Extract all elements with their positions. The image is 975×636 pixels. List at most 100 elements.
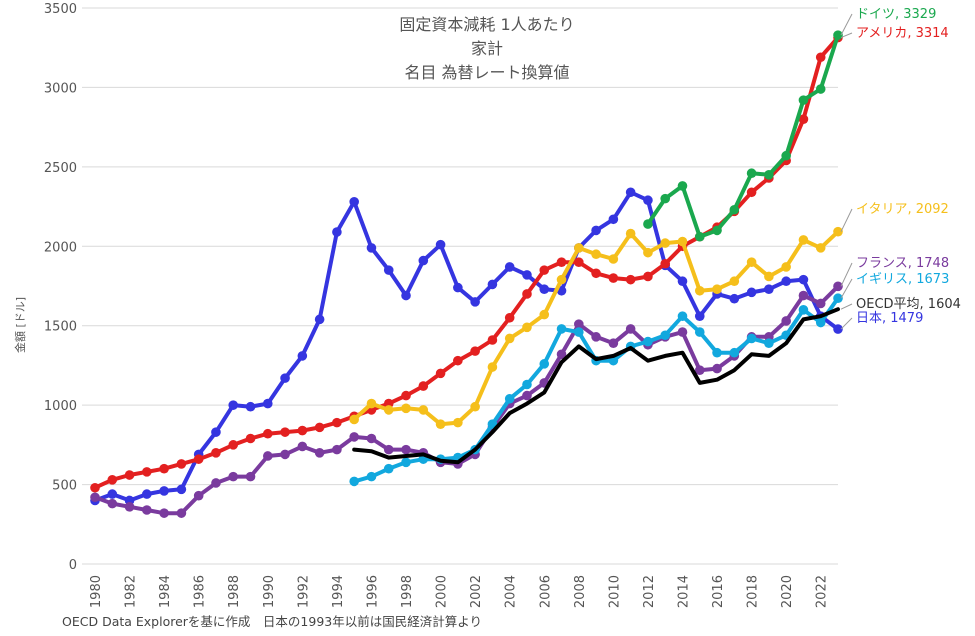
data-point [176, 459, 187, 469]
series-end-label: イタリア, 2092 [856, 202, 949, 217]
data-point [781, 316, 791, 326]
data-point [677, 181, 688, 191]
x-axis-tick-labels: 1980 1982 1984 1986 1988 1990 1992 1994 1996 1998… [89, 575, 830, 608]
data-point [798, 95, 809, 105]
x-tick-label: 2004 [504, 575, 519, 608]
data-point [798, 274, 809, 285]
series-end-label: アメリカ, 3314 [856, 26, 949, 41]
data-point [677, 327, 688, 337]
x-tick-label: 2010 [607, 575, 622, 608]
data-point [280, 373, 290, 383]
data-point [798, 114, 809, 124]
data-point [435, 239, 446, 250]
data-point [504, 312, 515, 323]
data-point [159, 463, 169, 474]
data-point [833, 226, 843, 237]
data-point [487, 362, 498, 372]
data-point [694, 365, 705, 375]
data-point [574, 319, 584, 329]
x-tick-label: 1980 [89, 575, 104, 608]
data-point [383, 405, 394, 415]
x-tick-label: 2020 [780, 575, 795, 608]
data-point [608, 273, 619, 283]
data-point [815, 298, 826, 309]
data-point [176, 484, 187, 495]
data-point [504, 393, 515, 404]
data-point [556, 349, 567, 360]
data-point [297, 425, 308, 436]
data-point [418, 255, 429, 266]
data-point [781, 150, 791, 161]
x-tick-label: 1992 [296, 575, 311, 608]
data-point [107, 498, 118, 509]
data-point [608, 254, 619, 264]
series-end-label: 日本, 1479 [856, 311, 923, 326]
data-point [332, 227, 342, 237]
data-point [262, 398, 273, 409]
series-lines [90, 30, 843, 518]
data-point [332, 417, 342, 428]
series-end-labels: 日本, 1479 アメリカ, 3314 ドイツ, 3329 イタリア, 2092 フラン… [840, 7, 961, 330]
data-point [608, 214, 619, 225]
data-point [401, 403, 411, 414]
data-point [142, 467, 152, 477]
data-point [245, 433, 256, 444]
series-end-label: イギリス, 1673 [856, 272, 949, 287]
x-tick-label: 2006 [538, 575, 553, 608]
data-point [539, 265, 550, 275]
data-point [142, 505, 152, 515]
data-point [349, 432, 359, 442]
leader-line [840, 208, 853, 232]
data-point [746, 333, 757, 344]
data-point [815, 52, 826, 63]
data-point [453, 355, 463, 366]
data-point [211, 448, 221, 458]
data-point [556, 257, 567, 267]
leader-line [840, 262, 853, 287]
x-tick-label: 2012 [642, 575, 657, 608]
x-tick-label: 2018 [746, 575, 761, 608]
data-point [522, 390, 532, 401]
data-point [625, 274, 636, 285]
data-point [833, 293, 843, 304]
data-point [401, 457, 411, 468]
data-point [418, 405, 429, 415]
leader-line [840, 13, 853, 36]
data-point [729, 293, 740, 304]
data-point [366, 433, 377, 444]
data-point [435, 419, 446, 430]
data-point [280, 427, 290, 437]
y-tick-label: 3000 [44, 81, 77, 96]
data-point [366, 243, 377, 253]
series-end-label: ドイツ, 3329 [856, 7, 936, 22]
data-point [643, 271, 653, 282]
data-point [694, 311, 705, 321]
leader-line [840, 317, 853, 330]
data-point [729, 204, 740, 215]
data-point [176, 508, 187, 518]
data-point [677, 311, 688, 321]
data-point [487, 335, 498, 345]
data-point [522, 270, 532, 280]
x-tick-label: 1986 [193, 575, 208, 608]
data-point [401, 444, 411, 455]
data-point [556, 274, 567, 285]
data-point [694, 327, 705, 337]
data-point [418, 381, 429, 391]
series-end-label: フランス, 1748 [856, 256, 949, 271]
data-point [470, 401, 480, 412]
data-point [245, 471, 256, 482]
data-point [833, 281, 843, 292]
data-point [660, 238, 671, 248]
data-point [280, 449, 290, 460]
data-point [107, 489, 118, 499]
data-point [245, 401, 256, 412]
data-point [712, 363, 722, 374]
x-tick-label: 1988 [227, 575, 242, 608]
x-tick-label: 1990 [262, 575, 277, 608]
data-point [383, 444, 394, 455]
data-point [90, 492, 100, 503]
data-point [349, 414, 359, 425]
data-point [625, 187, 636, 198]
